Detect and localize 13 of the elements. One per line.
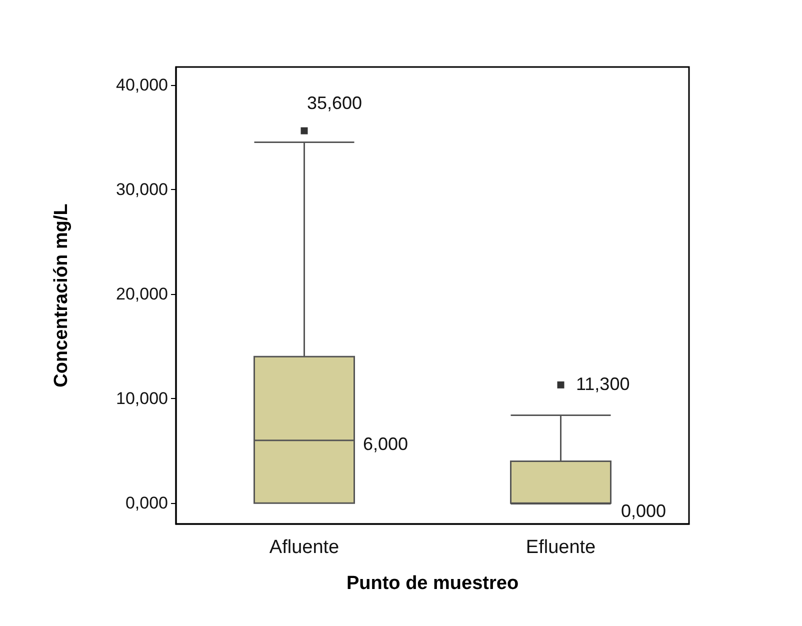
annotation: 6,000 <box>363 434 408 454</box>
x-axis-title: Punto de muestreo <box>346 573 519 594</box>
y-tick-label: 40,000 <box>116 75 168 94</box>
annotation: 11,300 <box>576 374 630 394</box>
y-axis-title: Concentración mg/L <box>51 203 72 388</box>
y-tick-label: 30,000 <box>116 180 168 199</box>
y-tick-label: 20,000 <box>116 284 168 304</box>
annotation: 0,000 <box>621 501 666 521</box>
x-tick-label: Efluente <box>526 537 596 558</box>
annotation: 35,600 <box>307 93 362 113</box>
y-tick-label: 10,000 <box>116 389 168 408</box>
y-tick-label: 0,000 <box>125 494 168 513</box>
x-tick-label: Afluente <box>269 537 340 558</box>
